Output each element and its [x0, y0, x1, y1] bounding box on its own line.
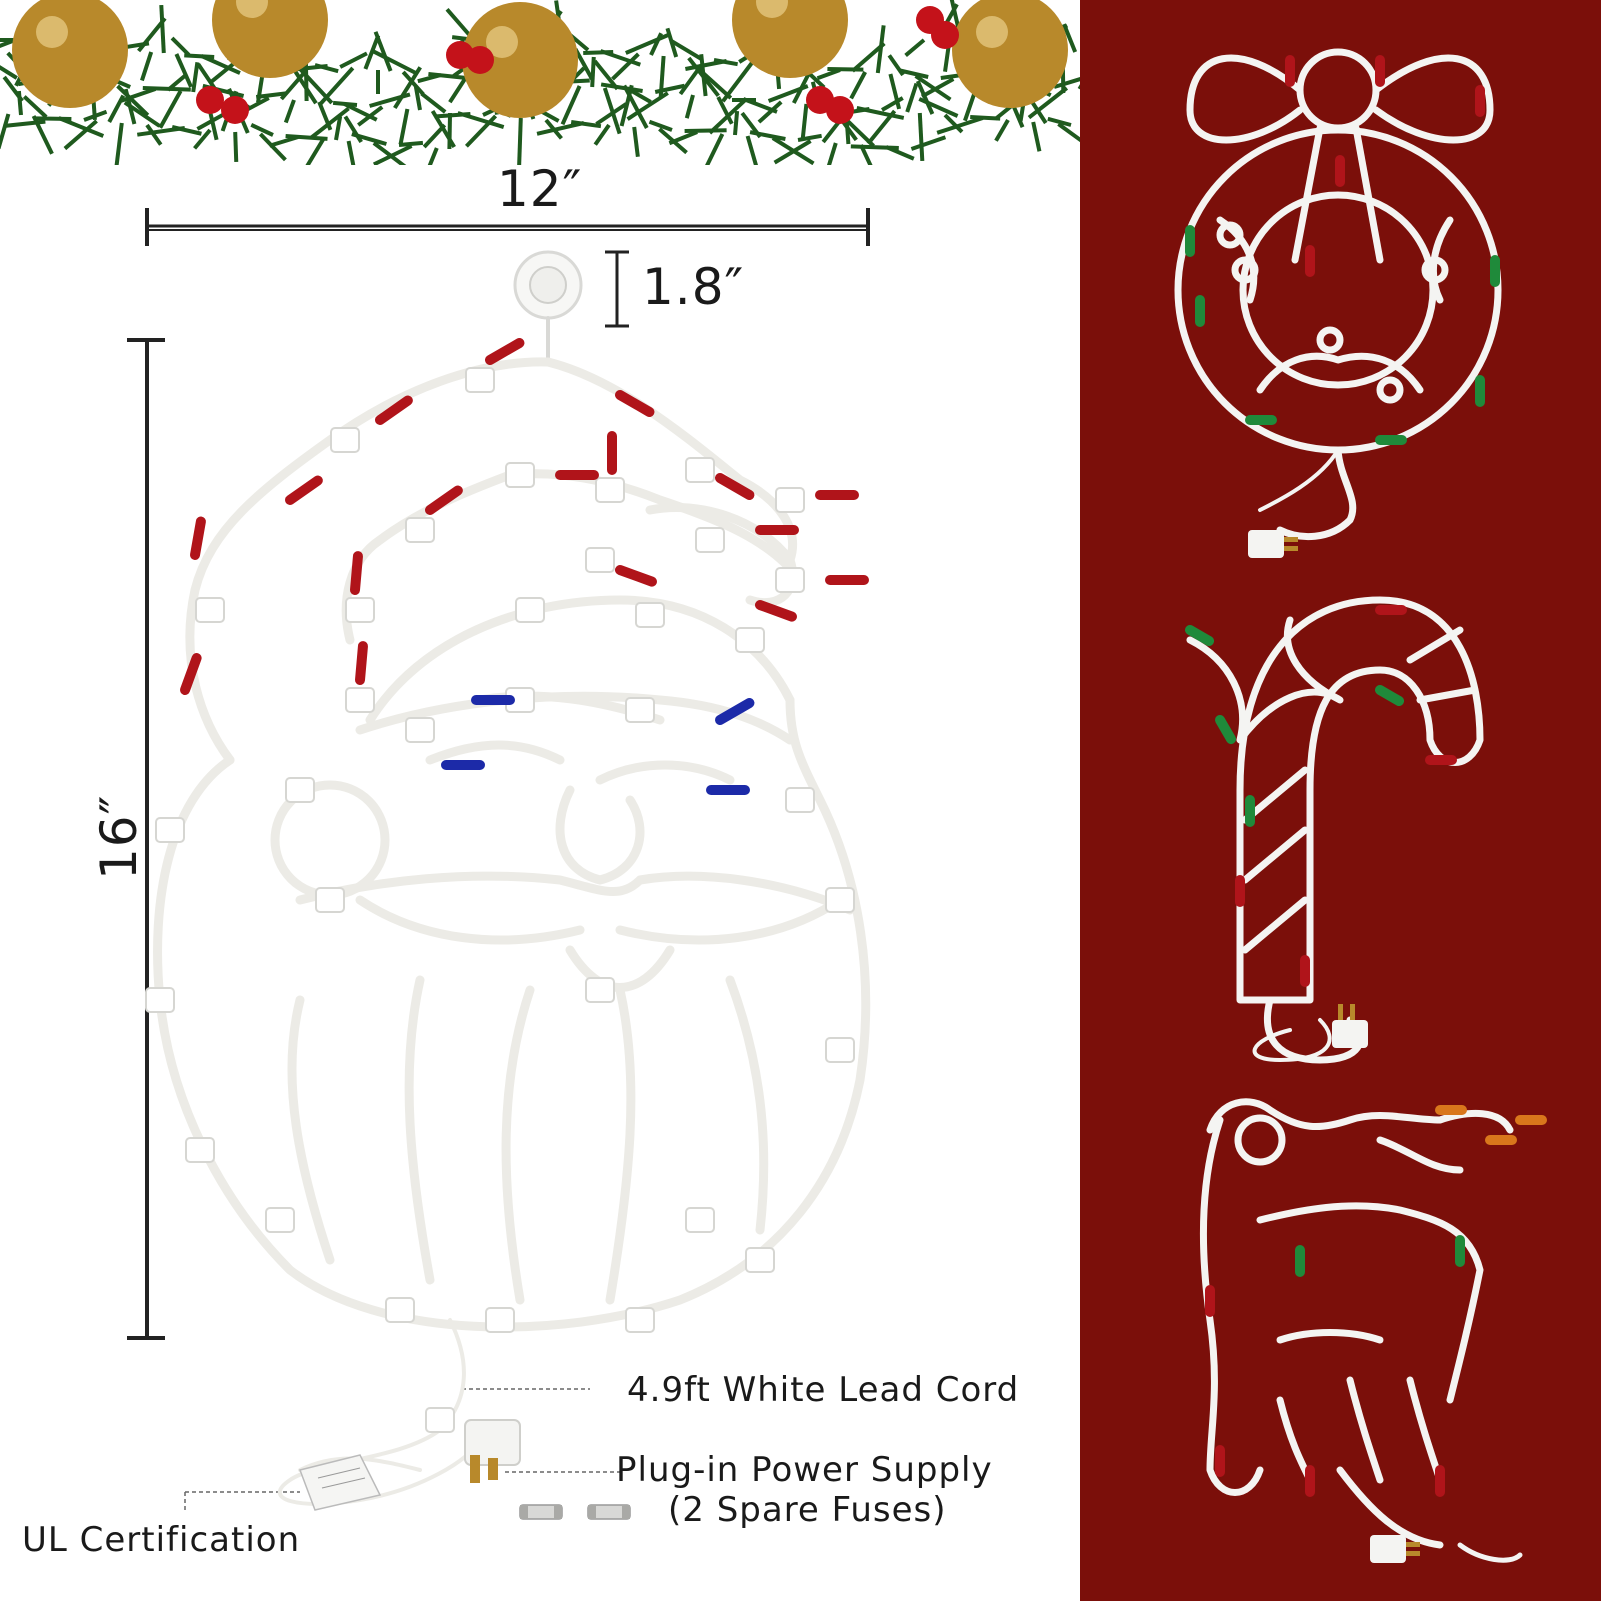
dimension-lines	[127, 208, 870, 1512]
plug-icon	[464, 1419, 521, 1483]
spare-fuses-callout: (2 Spare Fuses)	[668, 1490, 947, 1530]
reindeer-light-figure	[1199, 1098, 1523, 1563]
ul-tag-icon	[299, 1454, 382, 1511]
ul-certification-callout: UL Certification	[22, 1520, 301, 1560]
width-dimension-label: 12″	[497, 160, 583, 218]
hook-dimension-label: 1.8″	[642, 258, 745, 316]
reindeer-plug-icon	[1370, 1535, 1420, 1563]
power-supply-callout: Plug-in Power Supply	[616, 1450, 993, 1490]
candy-cane-plug-icon	[1332, 1004, 1368, 1048]
spare-fuses-icon	[519, 1504, 631, 1520]
variants-panel	[1080, 0, 1601, 1601]
wreath-light-figure	[1174, 48, 1502, 541]
christmas-garland	[0, 0, 1080, 165]
product-main-panel: 12″ 1.8″ 16″	[0, 0, 1080, 1560]
wreath-plug-icon	[1248, 530, 1298, 558]
santa-light-figure	[145, 250, 871, 1520]
lead-cord-callout: 4.9ft White Lead Cord	[627, 1370, 1020, 1410]
variant-figures	[1174, 48, 1547, 1563]
candy-cane-light-figure	[1186, 596, 1484, 1064]
